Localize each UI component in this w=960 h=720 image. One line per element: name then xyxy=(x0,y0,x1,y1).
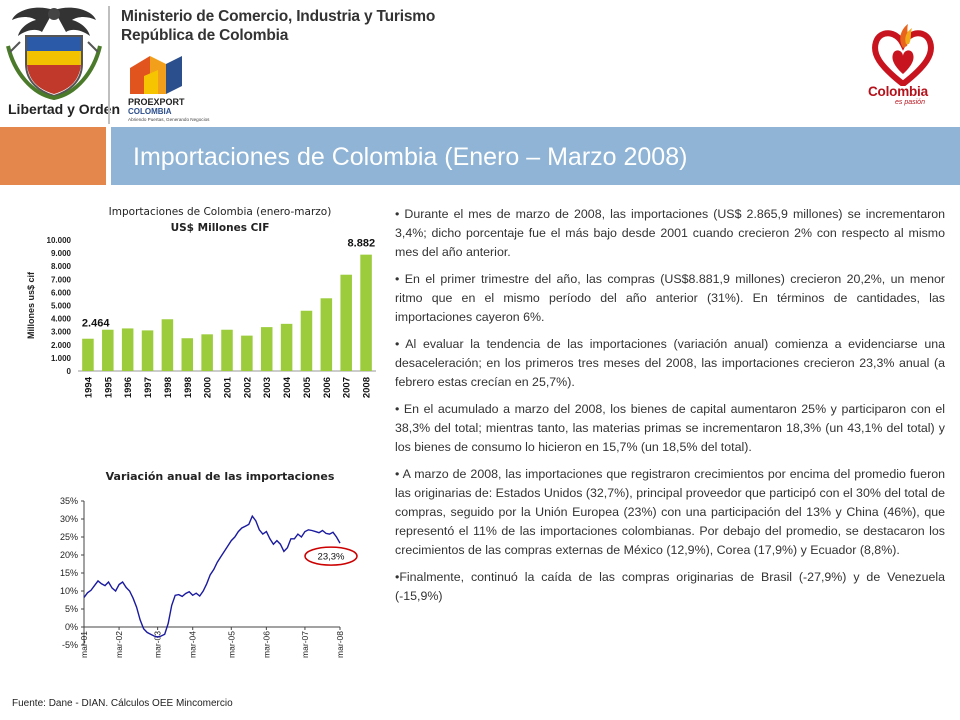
x-tick-label: 2008 xyxy=(362,377,373,398)
y-tick-label: 5.000 xyxy=(51,302,72,311)
y-axis-label: Millones us$ cif xyxy=(26,271,36,339)
bar xyxy=(82,338,94,371)
shield-caption: Libertad y Orden xyxy=(8,101,121,117)
line-chart-title: Variación anual de las importaciones xyxy=(105,470,335,483)
bullet-item: • A marzo de 2008, las importaciones que… xyxy=(395,467,945,557)
bar xyxy=(221,329,233,371)
x-tick-label: 2007 xyxy=(342,377,353,398)
proexport-country: COLOMBIA xyxy=(128,107,172,116)
bar xyxy=(320,298,333,371)
brand-tagline: es pasión xyxy=(895,99,925,106)
y-tick-label: 5% xyxy=(65,604,78,614)
title-bar xyxy=(111,127,960,185)
bar xyxy=(121,328,134,371)
x-tick-label: 1994 xyxy=(83,376,94,398)
x-tick-label: mar-01 xyxy=(79,631,89,658)
ministry-name: Ministerio de Comercio, Industria y Turi… xyxy=(121,8,436,25)
x-tick-label: mar-04 xyxy=(188,631,198,658)
line-chart: -5% 0% 5% 10% 15% 20% 25% 30% 35% mar-01 mar-02 mar… xyxy=(60,496,358,658)
bar xyxy=(340,274,352,371)
x-tick-label: mar-06 xyxy=(261,631,271,658)
x-tick-label: 2005 xyxy=(302,376,313,398)
x-tick-label: mar-08 xyxy=(335,631,345,658)
y-tick-label: 6.000 xyxy=(51,288,72,297)
bar xyxy=(141,330,154,371)
y-tick-label: 10.000 xyxy=(47,236,72,245)
bar-chart-subtitle: US$ Millones CIF xyxy=(170,222,270,234)
bar xyxy=(280,323,293,371)
x-tick-label: 2000 xyxy=(203,377,214,398)
bar xyxy=(181,338,194,371)
y-tick-label: 3.000 xyxy=(51,328,72,337)
source-footnote: Fuente: Dane - DIAN. Cálculos OEE Mincom… xyxy=(12,698,233,709)
x-tick-label: 1997 xyxy=(143,377,154,398)
x-tick-label: 2002 xyxy=(242,377,253,398)
bar xyxy=(300,310,313,371)
x-tick-label: mar-03 xyxy=(153,631,163,658)
bullet-item: • Al evaluar la tendencia de las importa… xyxy=(395,337,945,389)
x-tick-label: 1998 xyxy=(183,377,194,398)
proexport-name: PROEXPORT xyxy=(128,97,185,107)
proexport-tagline: Abriendo Puertas, Generando Negocios xyxy=(128,117,210,122)
bullet-item: •Finalmente, continuó la caída de las co… xyxy=(395,570,945,603)
y-tick-label: 9.000 xyxy=(51,249,72,258)
y-tick-label: -5% xyxy=(62,640,78,650)
y-tick-label: 0% xyxy=(65,622,78,632)
x-tick-label: 1996 xyxy=(123,377,134,398)
bar xyxy=(102,329,114,371)
colombia-heart-logo xyxy=(872,24,934,86)
data-label-first: 2.464 xyxy=(82,318,110,330)
x-tick-label: 1995 xyxy=(103,376,114,398)
highlight-ellipse xyxy=(304,546,358,566)
y-tick-label: 15% xyxy=(60,568,78,578)
x-tick-label: 1998 xyxy=(163,377,174,398)
y-tick-label: 4.000 xyxy=(51,315,72,324)
bar-chart: 0 1.000 2.000 3.000 4.000 5.000 6.000 7.000 8.00… xyxy=(26,236,376,398)
y-tick-label: 8.000 xyxy=(51,262,72,271)
data-label-last: 8.882 xyxy=(348,238,376,250)
y-tick-label: 10% xyxy=(60,586,78,596)
x-tick-label: 2004 xyxy=(282,376,293,398)
bullet-item: • Durante el mes de marzo de 2008, las i… xyxy=(395,207,945,259)
title-accent-block xyxy=(0,127,106,185)
y-tick-label: 20% xyxy=(60,550,78,560)
annotation-label: 23,3% xyxy=(318,552,345,563)
slide-title: Importaciones de Colombia (Enero – Marzo… xyxy=(133,143,688,171)
y-tick-label: 1.000 xyxy=(51,354,72,363)
x-tick-label: mar-07 xyxy=(300,631,310,658)
y-tick-label: 30% xyxy=(60,514,78,524)
series-line xyxy=(83,514,341,638)
y-tick-label: 2.000 xyxy=(51,341,72,350)
bar xyxy=(260,327,273,371)
y-tick-label: 7.000 xyxy=(51,275,72,284)
bar xyxy=(360,254,372,371)
x-tick-label: 2006 xyxy=(322,377,333,398)
bullet-list: • Durante el mes de marzo de 2008, las i… xyxy=(395,205,945,614)
coat-of-arms-logo xyxy=(6,7,102,100)
y-tick-label: 0 xyxy=(67,367,72,376)
x-tick-label: mar-05 xyxy=(226,631,236,658)
y-tick-label: 35% xyxy=(60,496,78,506)
header-divider xyxy=(108,6,110,124)
bar xyxy=(241,335,253,371)
x-tick-label: 2003 xyxy=(262,377,273,398)
x-tick-label: 2001 xyxy=(223,376,234,398)
bullet-item: • En el primer trimestre del año, las co… xyxy=(395,272,945,324)
proexport-logo xyxy=(130,56,182,94)
x-tick-label: mar-02 xyxy=(114,631,124,658)
bar xyxy=(161,319,174,371)
bar-chart-title: Importaciones de Colombia (enero-marzo) xyxy=(108,206,332,218)
y-tick-label: 25% xyxy=(60,532,78,542)
bar xyxy=(201,334,213,371)
brand-word: Colombia xyxy=(868,84,928,99)
republic-name: República de Colombia xyxy=(121,27,289,44)
bullet-item: • En el acumulado a marzo del 2008, los … xyxy=(395,402,945,454)
